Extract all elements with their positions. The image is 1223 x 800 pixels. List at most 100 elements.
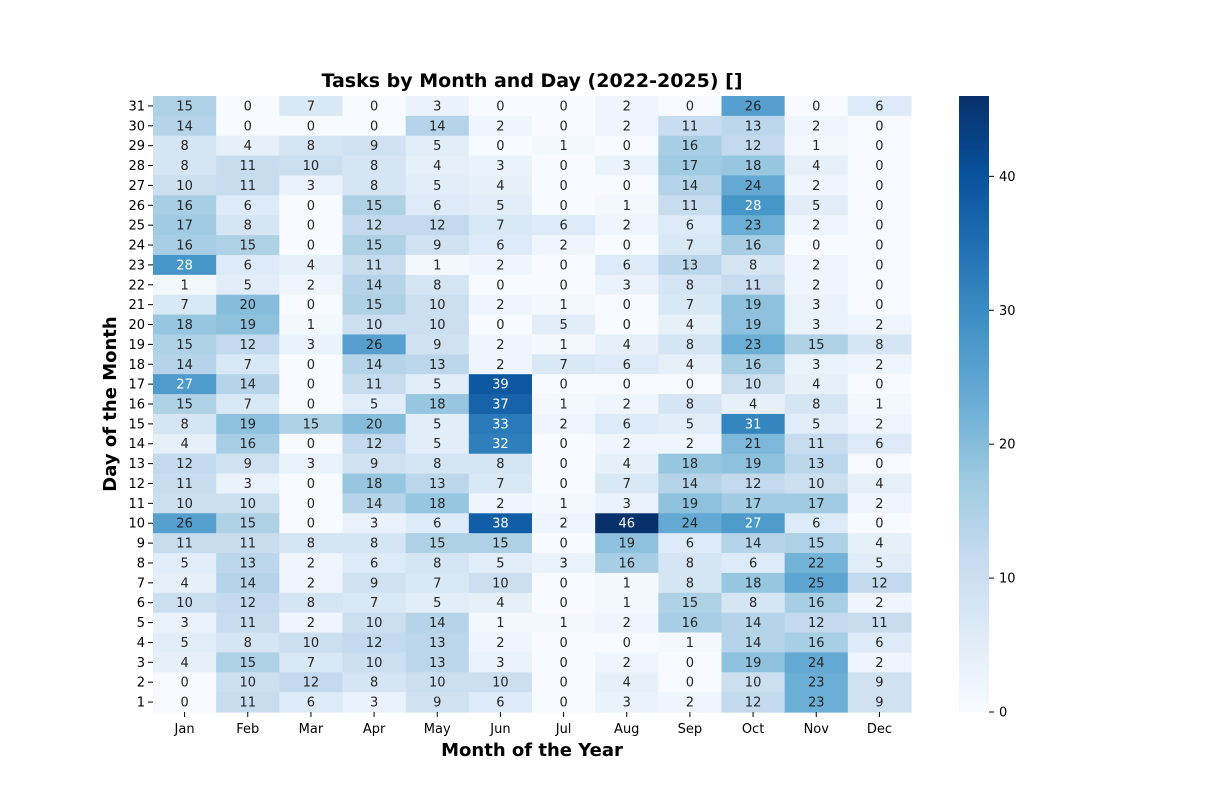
- cell-value-label: 16: [808, 636, 825, 651]
- heatmap-cell: [405, 553, 470, 574]
- heatmap-cell: [721, 493, 786, 514]
- cell-value-label: 3: [623, 696, 631, 711]
- heatmap-cell: [342, 592, 407, 614]
- cell-value-label: 2: [559, 517, 567, 532]
- cell-value-label: 2: [623, 219, 631, 234]
- y-tick-label: 9: [137, 537, 145, 552]
- heatmap-cell: [658, 513, 723, 534]
- heatmap-cell: [342, 553, 407, 574]
- heatmap-cell: [532, 672, 596, 693]
- heatmap-cell: [468, 513, 533, 534]
- heatmap-cell: [279, 115, 344, 137]
- heatmap-cell: [595, 374, 659, 395]
- heatmap-cell: [658, 612, 723, 634]
- cell-value-label: 12: [176, 457, 193, 472]
- heatmap-cell: [342, 493, 407, 514]
- heatmap-cell: [784, 215, 849, 236]
- cell-value-label: 11: [239, 537, 256, 552]
- cell-value-label: 1: [559, 298, 567, 313]
- heatmap-cell: [784, 652, 849, 673]
- cell-value-label: 16: [682, 616, 699, 631]
- cell-value-label: 10: [745, 676, 762, 691]
- cell-value-label: 4: [180, 576, 188, 591]
- heatmap-cell: [468, 235, 533, 256]
- cell-value-label: 18: [745, 159, 762, 174]
- cell-value-label: 5: [496, 199, 504, 214]
- heatmap-cell: [468, 493, 533, 514]
- colorbar-tick-label: 0: [999, 706, 1007, 721]
- heatmap-cell: [658, 394, 723, 415]
- x-tick-label: Jul: [555, 722, 572, 737]
- cell-value-label: 15: [239, 656, 256, 671]
- heatmap-cell: [153, 433, 217, 455]
- cell-value-label: 8: [686, 398, 694, 413]
- heatmap-cell: [153, 493, 217, 514]
- heatmap-cell: [784, 274, 849, 296]
- heatmap-cell: [532, 453, 596, 475]
- x-tick-label: Feb: [236, 722, 259, 737]
- colorbar: [959, 96, 989, 712]
- cell-value-label: 16: [239, 437, 256, 452]
- heatmap-cell: [595, 493, 659, 514]
- cell-value-label: 10: [808, 477, 825, 492]
- cell-value-label: 0: [496, 278, 504, 293]
- heatmap-cell: [784, 374, 849, 395]
- heatmap-cell: [342, 533, 407, 554]
- cell-value-label: 14: [366, 497, 383, 512]
- heatmap-cell: [405, 632, 470, 653]
- heatmap-cell: [658, 155, 723, 177]
- cell-value-label: 4: [307, 258, 315, 273]
- cell-value-label: 16: [682, 139, 699, 154]
- heatmap-cell: [216, 553, 280, 574]
- heatmap-cell: [532, 592, 596, 614]
- y-tick-label: 8: [137, 556, 145, 571]
- cell-value-label: 10: [429, 298, 446, 313]
- y-tick-label: 4: [137, 636, 145, 651]
- cell-value-label: 6: [623, 417, 631, 432]
- cell-value-label: 8: [686, 338, 694, 353]
- cell-value-label: 10: [303, 159, 320, 174]
- heatmap-cell: [405, 672, 470, 693]
- heatmap-cell: [216, 473, 280, 495]
- cell-value-label: 3: [812, 298, 820, 313]
- heatmap-cell: [721, 175, 786, 196]
- heatmap-cell: [216, 155, 280, 177]
- heatmap-cell: [595, 115, 659, 137]
- cell-value-label: 0: [812, 239, 820, 254]
- cell-value-label: 5: [433, 417, 441, 432]
- heatmap-cell: [279, 592, 344, 614]
- cell-value-label: 8: [370, 159, 378, 174]
- heatmap-cell: [784, 533, 849, 554]
- cell-value-label: 0: [875, 239, 883, 254]
- cell-value-label: 1: [180, 278, 188, 293]
- cell-value-label: 0: [307, 497, 315, 512]
- heatmap-cell: [342, 115, 407, 137]
- cell-value-label: 17: [745, 497, 762, 512]
- cell-value-label: 0: [559, 199, 567, 214]
- heatmap-cell: [279, 374, 344, 395]
- y-tick-label: 22: [128, 278, 145, 293]
- heatmap-cell: [405, 533, 470, 554]
- heatmap-cell: [216, 115, 280, 137]
- heatmap-cell: [532, 254, 596, 276]
- cell-value-label: 3: [623, 497, 631, 512]
- y-tick-label: 14: [128, 437, 145, 452]
- cell-value-label: 0: [623, 298, 631, 313]
- heatmap-cell: [847, 433, 912, 455]
- heatmap-cell: [153, 473, 217, 495]
- heatmap-cell: [153, 394, 217, 415]
- cell-value-label: 0: [559, 696, 567, 711]
- heatmap-cell: [216, 572, 280, 594]
- cell-value-label: 10: [176, 497, 193, 512]
- cell-value-label: 38: [492, 517, 509, 532]
- cell-value-label: 6: [307, 696, 315, 711]
- cell-value-label: 0: [875, 278, 883, 293]
- heatmap-cell: [216, 334, 280, 355]
- heatmap-cell: [532, 115, 596, 137]
- cell-value-label: 6: [875, 99, 883, 114]
- heatmap-cell: [279, 413, 344, 435]
- cell-value-label: 5: [433, 596, 441, 611]
- heatmap-cell: [595, 254, 659, 276]
- cell-value-label: 17: [176, 219, 193, 234]
- y-tick-label: 28: [128, 159, 145, 174]
